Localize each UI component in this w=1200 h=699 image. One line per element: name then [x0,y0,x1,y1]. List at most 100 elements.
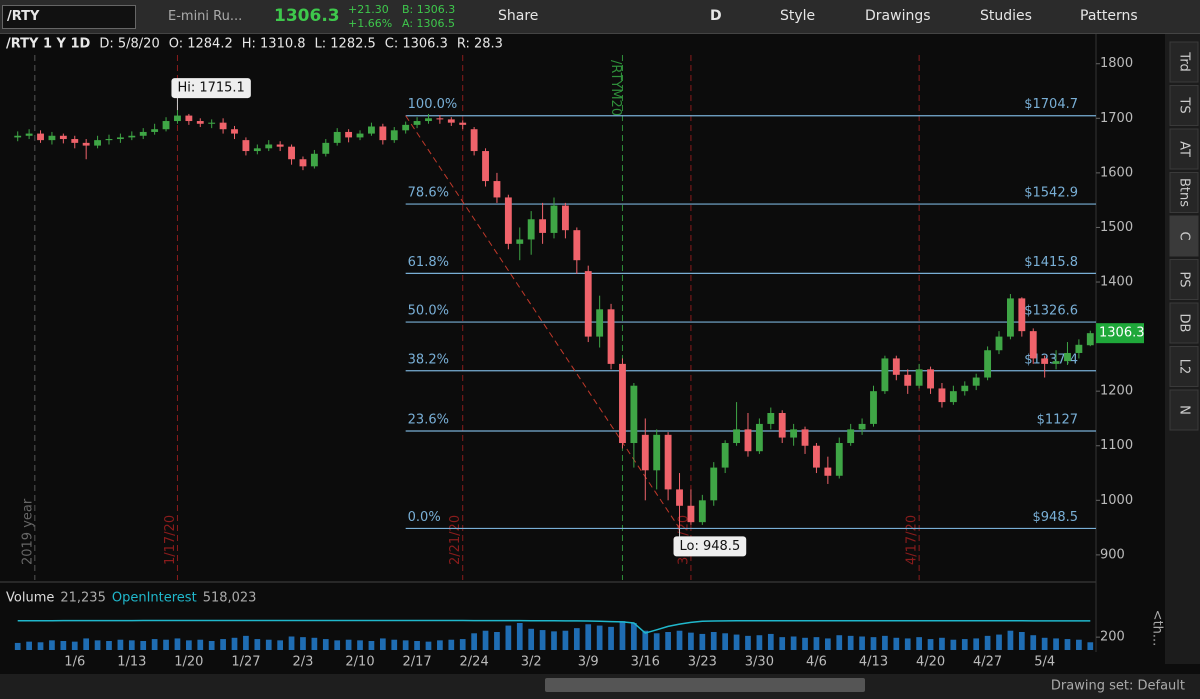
volume-bar [767,633,774,650]
volume-header: 518,023 [203,591,257,606]
last-price: 1306.3 [274,6,340,26]
side-tab[interactable] [1169,128,1199,170]
drawing-set[interactable]: Drawing set: Default [1051,679,1185,694]
chart-background [0,34,1200,699]
candle-body [813,445,820,468]
candle-body [676,489,683,506]
bid: B: 1306.3 [402,3,456,16]
annotation-label: Hi: 1715.1 [177,81,244,96]
candle-body [938,388,946,403]
volume-bar [916,637,922,650]
side-tab-label[interactable]: C [1177,231,1192,240]
volume-bar [83,638,90,650]
volume-bar [573,628,580,650]
candle-body [1018,298,1026,332]
candle-body [25,133,33,136]
side-tab-label[interactable]: L2 [1177,359,1192,375]
side-tab[interactable] [1169,346,1199,387]
candle-body [835,443,843,476]
volume-bar [882,635,888,650]
candle-body [858,423,866,430]
volume-bar [71,641,78,650]
candle-body [276,144,284,147]
volume-bar [516,623,523,650]
drawings-button[interactable]: Drawings [865,8,931,24]
event-label: 4/17/20 [905,515,920,565]
side-tab[interactable] [1169,41,1199,83]
side-tab[interactable] [1169,302,1199,344]
studies-button[interactable]: Studies [980,8,1032,24]
candle-body [733,429,740,444]
volume-bar [49,640,55,650]
last-price-label: 1306.3 [1099,326,1145,341]
volume-bar [562,630,569,650]
period-button[interactable]: D [710,8,722,24]
symbol-box[interactable]: /RTY [2,5,136,29]
volume-bar [813,637,820,650]
y-tick-label: 1700 [1100,111,1133,126]
side-tab[interactable] [1169,85,1199,126]
candle-body [755,423,763,452]
x-tick-label: 2/3 [293,655,314,670]
fib-ratio: 50.0% [408,304,449,319]
volume-bar [745,635,751,650]
fib-ratio: 38.2% [408,352,449,367]
volume-bar [1030,635,1037,650]
candle-body [379,126,387,141]
side-tab-label[interactable]: PS [1177,271,1192,287]
side-tab-label[interactable]: TS [1177,96,1192,113]
volume-bar [996,634,1002,650]
x-tick-label: 1/27 [231,655,260,670]
volume-unit: <th... [1150,610,1165,647]
candle-body [299,159,307,167]
side-tab-label[interactable]: Btns [1177,178,1192,207]
candle-body [333,131,341,143]
volume-bar [208,641,215,650]
side-tab-label[interactable]: AT [1177,141,1192,157]
volume-bar [699,633,706,650]
volume-bar [1076,639,1082,650]
share-button[interactable]: Share [498,8,539,24]
volume-bar [825,638,831,650]
volume-bar [391,639,398,650]
x-tick-label: 3/2 [521,655,542,670]
side-tab[interactable] [1169,172,1199,213]
candle-body [607,309,615,364]
side-tab[interactable] [1169,215,1199,257]
side-tab-label[interactable]: N [1177,405,1192,415]
x-tick-label: 2/17 [402,655,431,670]
volume-bar [551,631,557,650]
candle-body [105,139,113,141]
scrollbar-thumb[interactable] [545,678,865,692]
volume-bar [904,638,911,650]
volume-bar [733,634,740,650]
side-tab-label[interactable]: DB [1177,314,1192,333]
last-price-box [1096,323,1144,344]
candle-body [744,429,752,452]
candle-body [208,122,216,124]
candle-body [584,271,592,337]
volume-bar [1018,632,1025,650]
x-tick-label: 5/4 [1034,655,1055,670]
candle-body [653,434,661,471]
x-tick-label: 3/23 [688,655,717,670]
open-interest-line [17,619,1091,634]
candle-body [253,148,261,152]
volume-bar [471,633,477,650]
description: E-mini Ru... [168,9,243,24]
candle-body [504,197,512,244]
style-button[interactable]: Style [780,8,816,24]
side-tab-label[interactable]: Trd [1177,51,1192,71]
candle-body [790,429,798,438]
candle-body [573,230,581,261]
candle-body [310,153,318,167]
patterns-button[interactable]: Patterns [1080,8,1138,24]
toolbar: /RTY E-mini Ru... 1306.3 +21.30 +1.66% B… [0,0,1200,34]
x-tick-label: 4/20 [916,655,945,670]
candle-body [470,129,478,152]
side-tab[interactable] [1169,259,1199,300]
event-label: /RTYM20 [608,60,623,116]
side-tab[interactable] [1169,389,1199,431]
candle-body [539,219,547,233]
y-tick-label: 1100 [1100,438,1133,453]
